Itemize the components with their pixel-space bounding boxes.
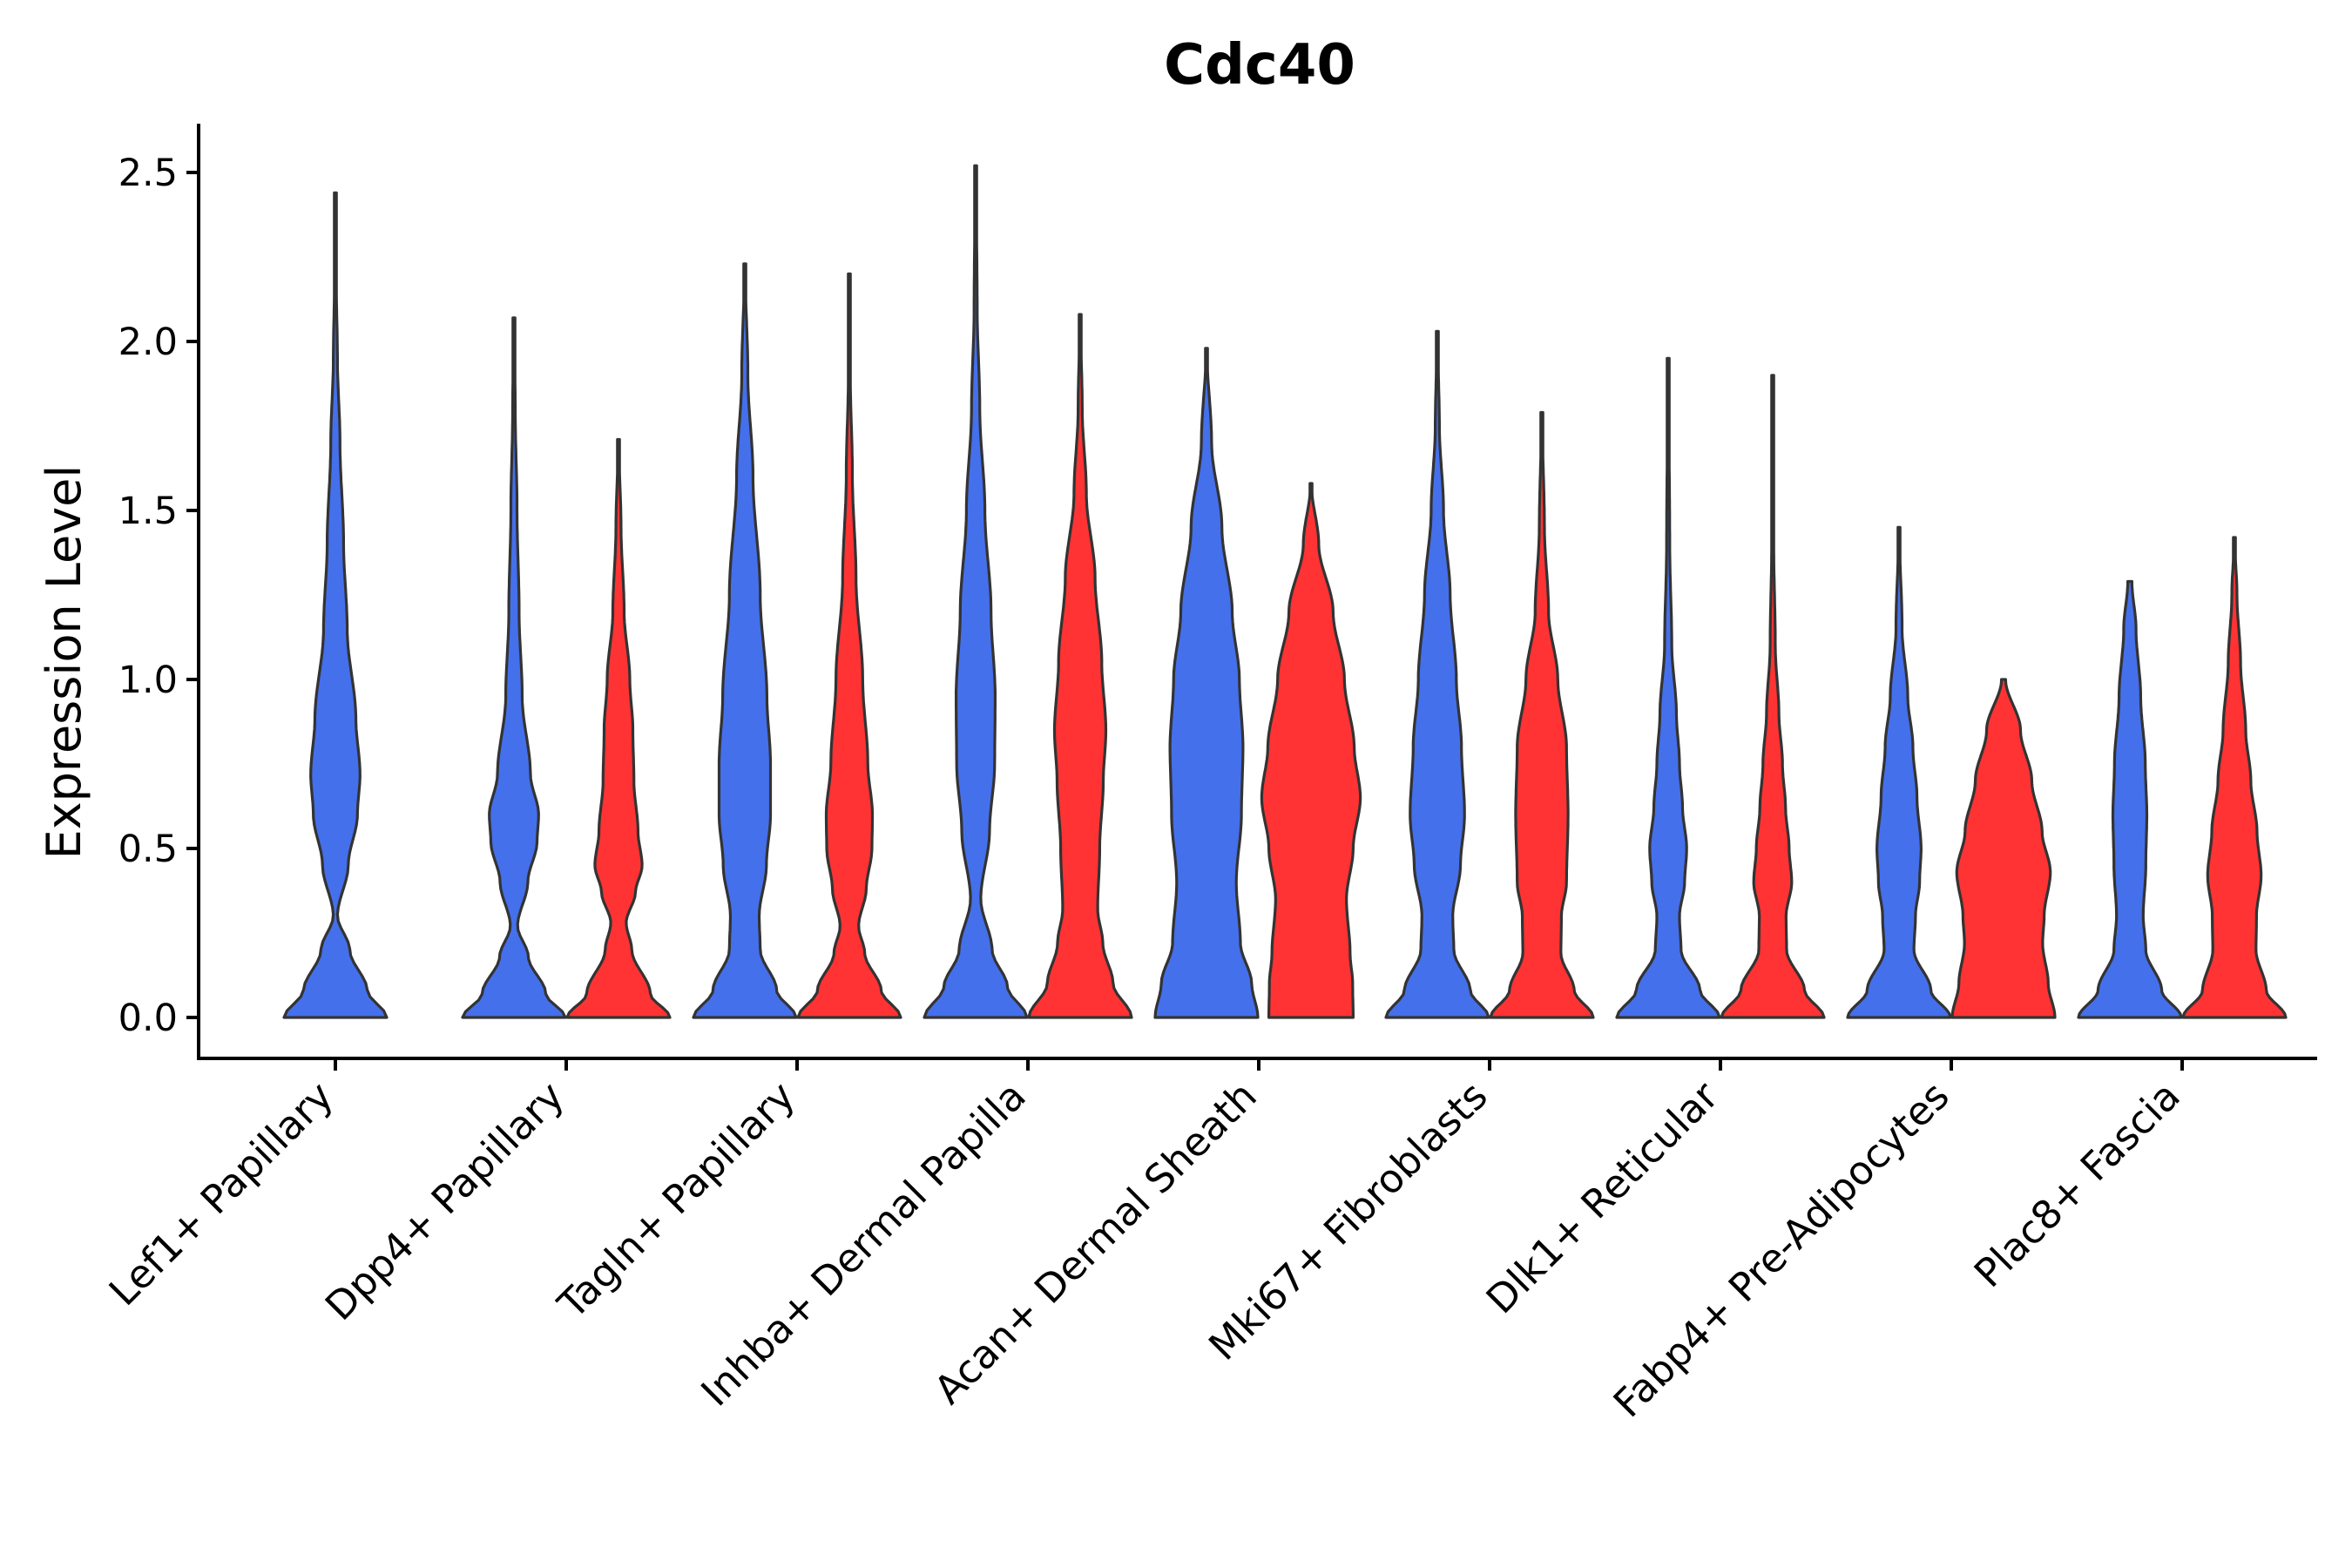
violin-inhba-dermal-papilla-red bbox=[1027, 313, 1133, 1019]
violin-dpp4-papillary-blue bbox=[461, 316, 567, 1019]
violin-dlk1-reticular-blue bbox=[1615, 356, 1721, 1019]
violin-acan-dermal-sheath-blue bbox=[1153, 347, 1260, 1019]
violins-group bbox=[282, 164, 2288, 1019]
violin-fabp4-pre-adipocytes-blue bbox=[1846, 525, 1952, 1019]
violin-plac8-fascia-red bbox=[2181, 536, 2288, 1019]
violin-tagln-papillary-red bbox=[796, 272, 902, 1019]
x-tick-label: Plac8+ Fascia bbox=[1965, 1072, 2189, 1296]
y-axis-label: Expression Level bbox=[37, 465, 91, 860]
x-tick-label: Dpp4+ Papillary bbox=[316, 1072, 573, 1329]
y-tick-label: 1.0 bbox=[118, 659, 178, 702]
x-tick-label: Tagln+ Papillary bbox=[549, 1072, 804, 1328]
y-tick-label: 2.0 bbox=[118, 321, 178, 364]
violin-mki67-fibroblasts-red bbox=[1489, 410, 1595, 1019]
x-tick-label: Dlk1+ Reticular bbox=[1477, 1072, 1727, 1322]
x-tick-label: Lef1+ Papillary bbox=[100, 1072, 342, 1315]
chart-title: Cdc40 bbox=[1164, 33, 1355, 98]
violin-tagln-papillary-blue bbox=[692, 262, 798, 1019]
violin-mki67-fibroblasts-blue bbox=[1384, 329, 1490, 1019]
y-tick-label: 1.5 bbox=[118, 490, 178, 533]
violin-dpp4-papillary-red bbox=[565, 437, 672, 1019]
violin-plac8-fascia-blue bbox=[2077, 579, 2183, 1019]
violin-acan-dermal-sheath-red bbox=[1260, 482, 1362, 1019]
y-tick-label: 0.0 bbox=[118, 997, 178, 1040]
violin-fabp4-pre-adipocytes-red bbox=[1950, 678, 2057, 1019]
violin-lef1-papillary-blue bbox=[282, 191, 389, 1019]
violin-dlk1-reticular-red bbox=[1720, 374, 1826, 1019]
violin-inhba-dermal-papilla-blue bbox=[923, 164, 1029, 1019]
y-tick-label: 0.5 bbox=[118, 828, 178, 871]
y-tick-label: 2.5 bbox=[118, 152, 178, 195]
